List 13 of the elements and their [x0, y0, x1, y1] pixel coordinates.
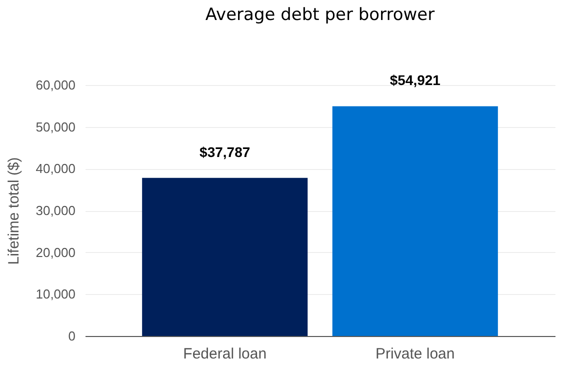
- y-tick-label: 50,000: [36, 119, 76, 134]
- y-tick-label: 20,000: [36, 244, 76, 260]
- data-label: $37,787: [200, 144, 250, 160]
- y-tick-label: 10,000: [36, 286, 76, 302]
- x-tick-label: Private loan: [376, 346, 455, 362]
- x-tick-label: Federal loan: [183, 346, 267, 362]
- y-tick-label: 40,000: [36, 161, 76, 176]
- y-tick-label: 60,000: [36, 78, 76, 92]
- y-axis-title: Lifetime total ($): [6, 157, 23, 265]
- chart-title: Average debt per borrower: [205, 5, 435, 26]
- y-tick-label: 30,000: [36, 203, 76, 218]
- y-tick-label: 0: [68, 328, 76, 344]
- data-label: $54,921: [390, 72, 441, 88]
